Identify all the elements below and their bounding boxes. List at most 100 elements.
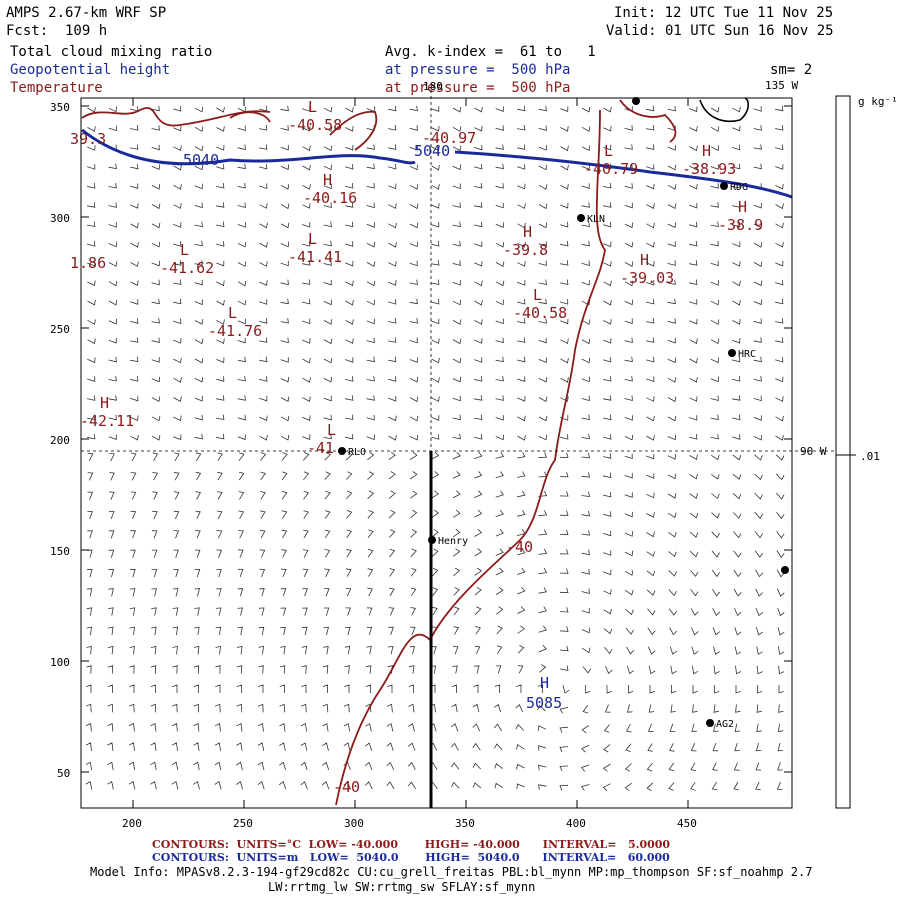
temperature-value-label: -39.8 xyxy=(503,241,548,259)
plot-border xyxy=(80,97,793,809)
geopotential-5040-contour xyxy=(454,150,793,199)
temperature-value-label: -42.11 xyxy=(80,412,134,430)
extremum-marker: H xyxy=(100,394,109,412)
extremum-marker: H xyxy=(702,142,711,160)
valid-time: Valid: 01 UTC Sun 16 Nov 25 xyxy=(606,23,834,39)
colorbar-unit: g kg⁻¹ xyxy=(858,95,898,108)
contours-temp-info: CONTOURS: UNITS=°C LOW= -40.000 HIGH= -4… xyxy=(152,838,671,851)
map-labels: L-40.58-40.97H-40.16L-41.41L-41.62L-41.7… xyxy=(70,97,789,796)
lon-135w-label: 135 W xyxy=(765,79,799,92)
extremum-marker: L xyxy=(327,421,336,439)
reference-lines xyxy=(81,90,850,808)
coastline xyxy=(699,97,750,122)
extremum-marker: H xyxy=(738,198,747,216)
y-tick: 50 xyxy=(57,767,71,780)
temperature-minus40-contour xyxy=(335,109,606,806)
lon-90w-label: 90 W xyxy=(800,445,827,458)
x-tick: 300 xyxy=(344,817,364,830)
extremum-marker: L xyxy=(180,241,189,259)
x-tick: 450 xyxy=(677,817,697,830)
station-dot xyxy=(728,349,736,357)
contour-label-temp: -40 xyxy=(333,778,360,796)
contour-label-height: 5040 xyxy=(183,151,219,169)
wind-barbs xyxy=(85,105,785,792)
station-label: Henry xyxy=(438,536,468,547)
temperature-value-label: -38.9 xyxy=(718,216,763,234)
pressure-level-temp: at pressure = 500 hPa xyxy=(385,80,571,96)
y-tick: 100 xyxy=(50,656,70,669)
temperature-contour xyxy=(229,111,271,123)
temperature-value-label: -41.76 xyxy=(208,322,262,340)
contour-label-height: 5040 xyxy=(414,142,450,160)
model-info-physics: LW:rrtmg_lw SW:rrtmg_sw SFLAY:sf_mynn xyxy=(268,880,536,894)
x-tick: 400 xyxy=(566,817,586,830)
x-tick: 200 xyxy=(122,817,142,830)
temperature-contour xyxy=(81,107,271,127)
contours-height-info: CONTOURS: UNITS=m LOW= 5040.0 HIGH= 5040… xyxy=(152,851,670,864)
station-dot xyxy=(338,447,346,455)
wind-barb-field xyxy=(85,105,785,792)
temperature-value-label: -39.03 xyxy=(620,269,674,287)
map-frame xyxy=(80,95,856,809)
station-dot xyxy=(781,566,789,574)
axis-ticks xyxy=(81,98,792,808)
model-info: Model Info: MPASv8.2.3-194-gf29cd82c CU:… xyxy=(90,865,813,879)
temperature-value-label: -40.58 xyxy=(513,304,567,322)
temperature-value-label: 39.3 xyxy=(70,130,106,148)
temperature-value-label: -41.41 xyxy=(288,248,342,266)
extremum-marker: H xyxy=(523,223,532,241)
colorbar-tick-label: .01 xyxy=(860,450,880,463)
y-tick: 200 xyxy=(50,434,70,447)
extremum-marker: H xyxy=(323,171,332,189)
temperature-value-label: 1.86 xyxy=(70,254,106,272)
station-label: AG2 xyxy=(716,719,734,730)
contour-lines xyxy=(81,97,793,806)
extremum-marker: L xyxy=(533,286,542,304)
station-label: RDG xyxy=(730,182,748,193)
init-time: Init: 12 UTC Tue 11 Nov 25 xyxy=(614,5,834,21)
colorbar xyxy=(835,95,851,809)
smoothing-value: sm= 2 xyxy=(770,62,813,78)
extremum-marker: L xyxy=(308,230,317,248)
temperature-contour xyxy=(329,110,378,151)
temperature-value-label: -41 xyxy=(307,439,334,457)
model-title: AMPS 2.67-km WRF SP xyxy=(6,5,167,21)
contour-label-temp: -40 xyxy=(506,538,533,556)
temperature-contour xyxy=(619,99,677,143)
station-dot xyxy=(428,536,436,544)
field-geopotential-label: Geopotential height xyxy=(10,62,171,78)
x-tick: 250 xyxy=(233,817,253,830)
extremum-marker: L xyxy=(308,98,317,116)
station-label: HRC xyxy=(738,349,756,360)
y-tick: 350 xyxy=(50,101,70,114)
field-temperature-label: Temperature xyxy=(10,80,103,96)
station-dot xyxy=(632,97,640,105)
station-label: RLO xyxy=(348,447,366,458)
height-high-value: 5085 xyxy=(526,694,562,712)
extremum-marker: H xyxy=(640,251,649,269)
avg-kindex: Avg. k-index = 61 to 1 xyxy=(385,44,596,60)
temperature-value-label: -40.79 xyxy=(584,160,638,178)
station-dot xyxy=(706,719,714,727)
field-cloud-label: Total cloud mixing ratio xyxy=(10,44,213,60)
y-tick: 250 xyxy=(50,323,70,336)
temperature-value-label: -40.58 xyxy=(288,116,342,134)
pressure-level-height: at pressure = 500 hPa xyxy=(385,62,571,78)
forecast-hour: Fcst: 109 h xyxy=(6,23,108,39)
extremum-marker: L xyxy=(604,142,613,160)
temperature-value-label: -41.62 xyxy=(160,259,214,277)
station-dot xyxy=(577,214,585,222)
temperature-value-label: -38.93 xyxy=(682,160,736,178)
temperature-value-label: -40.97 xyxy=(422,129,476,147)
geopotential-5040-contour xyxy=(81,128,416,166)
station-dot xyxy=(720,182,728,190)
y-tick: 150 xyxy=(50,545,70,558)
x-tick: 350 xyxy=(455,817,475,830)
extremum-marker: L xyxy=(228,304,237,322)
temperature-value-label: -40.16 xyxy=(303,189,357,207)
y-tick: 300 xyxy=(50,212,70,225)
station-label: KLN xyxy=(587,214,605,225)
height-high-marker: H xyxy=(540,674,549,692)
lon-180-label: 180 xyxy=(423,80,443,93)
